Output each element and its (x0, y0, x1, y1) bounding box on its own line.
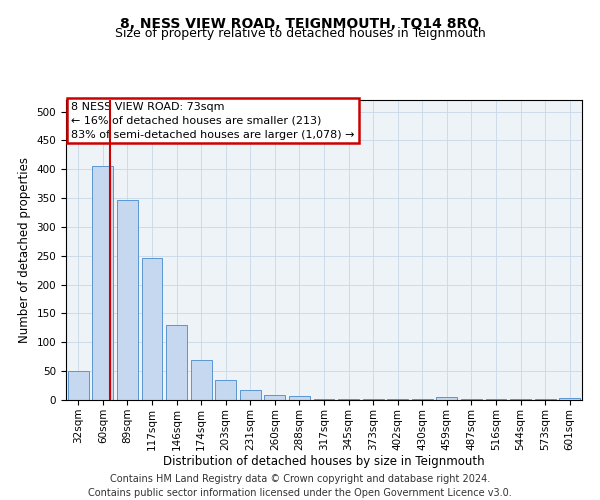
Bar (68, 371, 89, 400)
Bar (559, 398, 580, 400)
Text: 8 NESS VIEW ROAD: 73sqm
← 16% of detached houses are smaller (213)
83% of semi-d: 8 NESS VIEW ROAD: 73sqm ← 16% of detache… (71, 102, 355, 140)
Bar (240, 390, 261, 400)
X-axis label: Distribution of detached houses by size in Teignmouth: Distribution of detached houses by size … (163, 456, 485, 468)
Bar (92, 166, 113, 400)
Bar (314, 399, 334, 400)
Y-axis label: Number of detached properties: Number of detached properties (18, 157, 31, 343)
Bar (117, 200, 138, 400)
Bar (436, 396, 457, 400)
Text: Size of property relative to detached houses in Teignmouth: Size of property relative to detached ho… (115, 28, 485, 40)
Text: 8, NESS VIEW ROAD, TEIGNMOUTH, TQ14 8RQ: 8, NESS VIEW ROAD, TEIGNMOUTH, TQ14 8RQ (121, 18, 479, 32)
Bar (289, 396, 310, 400)
Bar (338, 399, 359, 400)
Bar (265, 396, 286, 400)
Bar (142, 258, 163, 400)
Bar (362, 399, 383, 400)
Text: Contains HM Land Registry data © Crown copyright and database right 2024.
Contai: Contains HM Land Registry data © Crown c… (88, 474, 512, 498)
Bar (191, 360, 212, 400)
Bar (166, 325, 187, 400)
Bar (215, 380, 236, 400)
